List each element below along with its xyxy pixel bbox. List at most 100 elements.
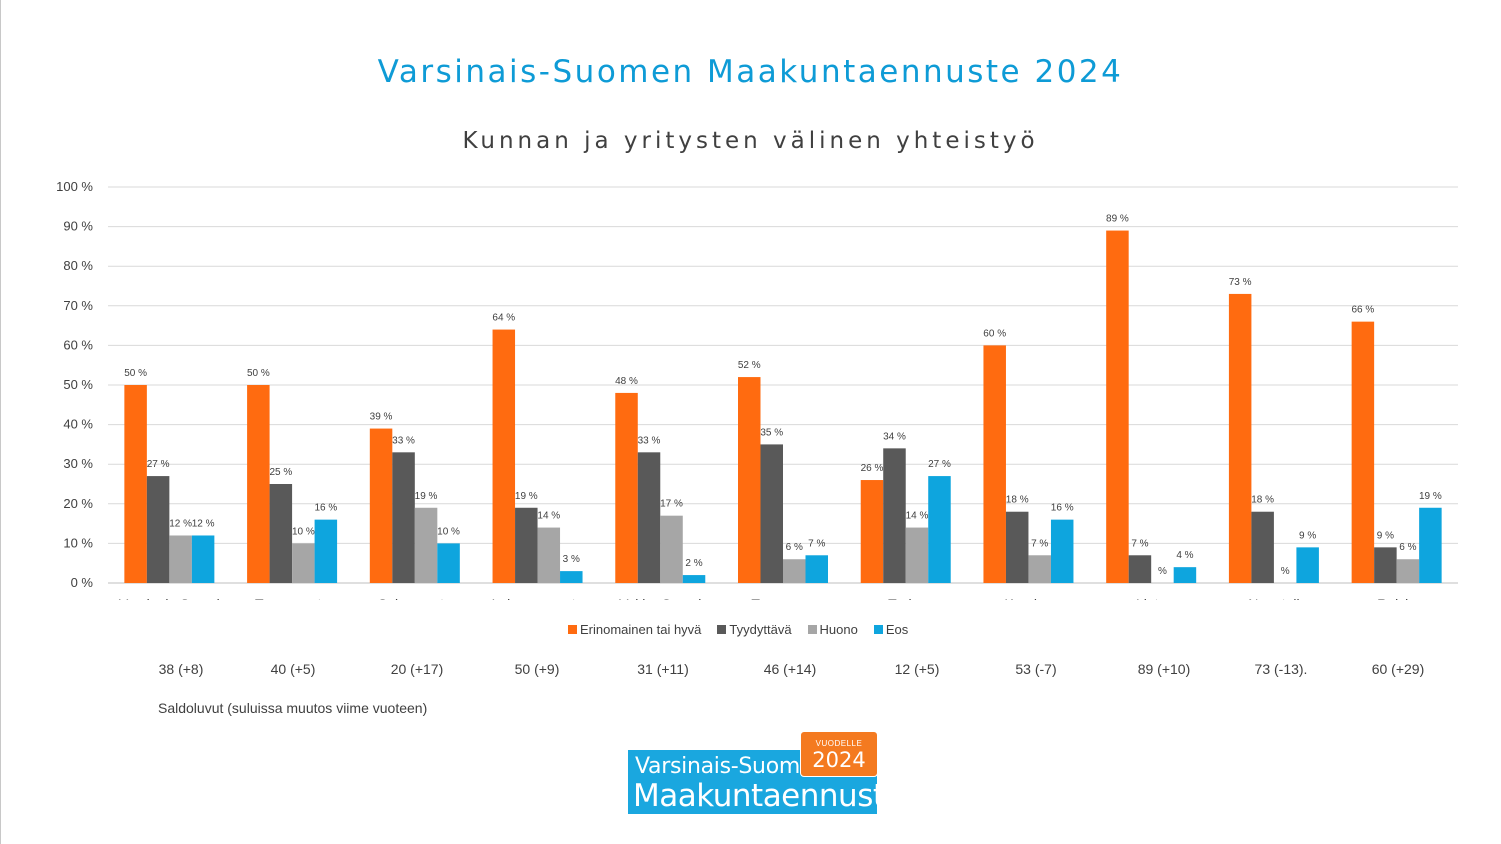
data-label: 19 % [515,491,538,502]
data-label: 19 % [1419,491,1442,502]
bar [437,543,460,583]
bar [1106,230,1129,583]
slide-left-border [0,0,1,844]
bar [1296,547,1319,583]
bar [537,527,561,583]
bar [983,345,1006,583]
data-label: 27 % [147,459,170,470]
saldo-value: 50 (+9) [514,661,560,677]
logo-line2: Maakuntaennuste [633,778,904,814]
data-label: 48 % [615,376,638,387]
saldo-value: 89 (+10) [1137,661,1191,677]
bar [1128,555,1152,583]
saldo-value: 60 (+29) [1371,661,1425,677]
bar [515,507,538,583]
data-label: 26 % [861,463,884,474]
logo-year-badge: VUODELLE 2024 [800,731,878,777]
bar [860,480,884,583]
bar [1251,511,1274,583]
data-label: 7 % [1131,538,1148,549]
saldo-value: 20 (+17) [390,661,444,677]
data-label: 52 % [738,360,761,371]
bar [805,555,828,583]
bar [1351,321,1375,583]
bar [760,444,783,583]
data-label: 14 % [906,511,929,522]
bar [783,559,806,583]
saldo-note: Saldoluvut (suluissa muutos viime vuotee… [158,700,428,716]
bar [682,575,706,583]
chart-title: Kunnan ja yritysten välinen yhteistyö [462,128,1039,154]
chart-legend: Erinomainen tai hyvä Tyydyttävä Huono Eo… [568,622,908,637]
data-label: 12 % [192,518,215,529]
data-label: 33 % [392,435,415,446]
y-tick-label: 80 % [63,258,93,273]
bar [247,385,270,583]
data-label: 64 % [492,313,515,324]
logo-main-panel: Varsinais-Suomen Maakuntaennuste [628,750,904,814]
data-label: 73 % [1229,277,1252,288]
legend-label-erinomainen: Erinomainen tai hyvä [580,622,702,637]
x-tick-label: Turun seutu [255,596,329,600]
data-label: 14 % [537,511,560,522]
bar [169,535,192,583]
legend-item-tyydyttava: Tyydyttävä [717,622,792,637]
bar [369,428,393,583]
y-tick-label: 70 % [63,298,93,313]
bar [292,543,315,583]
data-label: 60 % [983,328,1006,339]
maakuntaennuste-logo: Varsinais-Suomen Maakuntaennuste VUODELL… [628,731,904,816]
data-label: 7 % [808,538,825,549]
data-label: 39 % [370,412,393,423]
data-label: 3 % [563,554,580,565]
legend-label-eos: Eos [885,622,909,637]
bar [146,476,170,583]
legend-swatch-huono [807,625,817,634]
bar [928,476,951,583]
data-label: 10 % [437,526,460,537]
data-label: 16 % [1051,503,1074,514]
legend-swatch-erinomainen [568,625,577,634]
saldo-value: 12 (+5) [894,661,940,677]
data-label: % [1281,566,1290,577]
data-label: 66 % [1351,305,1374,316]
y-tick-label: 10 % [63,535,93,550]
y-tick-label: 60 % [63,337,93,352]
data-label: 4 % [1176,550,1193,561]
data-label: 18 % [1251,495,1274,506]
bar [738,377,761,583]
legend-swatch-tyydyttava [717,625,727,634]
bar [414,507,438,583]
saldo-row: 38 (+8) 40 (+5) 20 (+17) 50 (+9) 31 (+11… [0,661,1501,681]
y-tick-label: 100 % [56,179,93,194]
data-label: 6 % [786,542,803,553]
y-tick-label: 40 % [63,417,93,432]
data-label: 35 % [760,427,783,438]
data-label: 2 % [685,558,702,569]
data-label: 27 % [928,459,951,470]
bar [660,515,683,583]
bar [615,392,638,583]
data-label: 12 % [169,518,192,529]
bar [883,448,906,583]
x-tick-label: Salon seutu [378,596,452,600]
bar [314,519,338,583]
bar [905,527,929,583]
y-tick-label: 20 % [63,496,93,511]
bar-chart: 0 % 10 % 20 % 30 % 40 % 50 % 60 % 70 % 80 % 90 % 1… [56,179,1458,600]
y-tick-label: 50 % [63,377,93,392]
data-label: 50 % [124,368,147,379]
bar [1419,507,1442,583]
bar [1173,567,1197,583]
data-label: 10 % [292,526,315,537]
data-label: 89 % [1106,214,1129,225]
x-tick-label: Turunmaa [751,596,815,600]
saldo-value: 73 (-13). [1254,661,1308,677]
bar [637,452,661,583]
x-tick-label: Naantali [1248,596,1299,600]
saldo-value: 53 (-7) [1015,661,1057,677]
legend-label-huono: Huono [819,622,858,637]
bar [1374,547,1397,583]
legend-swatch-eos [873,625,883,634]
x-tick-label: Turku [888,596,923,600]
